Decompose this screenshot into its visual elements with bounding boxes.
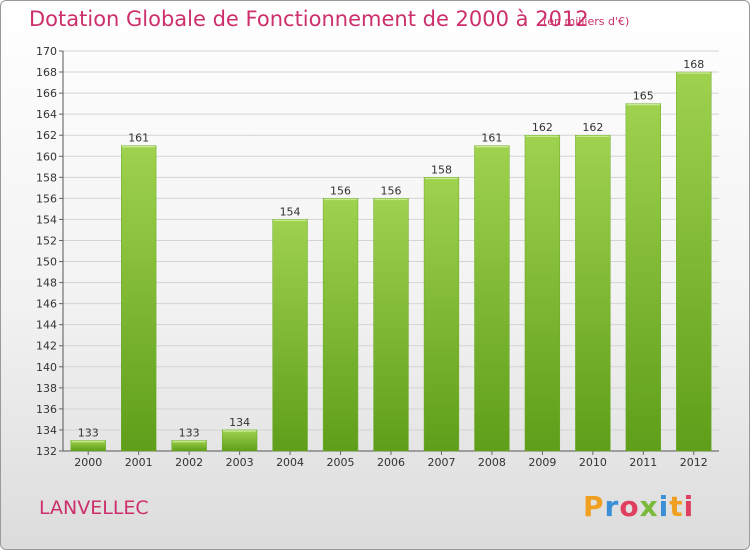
- logo-letter: r: [604, 490, 620, 523]
- bar-2006: [373, 198, 409, 452]
- y-tick-label: 146: [36, 298, 57, 311]
- logo-letter: i: [658, 490, 670, 523]
- x-tick-label-2006: 2006: [377, 456, 405, 469]
- y-tick-label: 132: [36, 445, 57, 458]
- value-label-2001: 161: [128, 132, 149, 145]
- bar-2012: [676, 71, 712, 452]
- y-tick-label: 164: [36, 108, 57, 121]
- bar-2002: [171, 440, 207, 452]
- value-label-2003: 134: [229, 416, 250, 429]
- value-label-2010: 162: [582, 121, 603, 134]
- y-tick-label: 148: [36, 277, 57, 290]
- x-tick-label-2012: 2012: [680, 456, 708, 469]
- y-tick-label: 142: [36, 340, 57, 353]
- bar-2007: [423, 177, 460, 452]
- y-tick-label: 168: [36, 66, 57, 79]
- logo-letter: P: [583, 490, 605, 523]
- bar-2000: [70, 440, 106, 452]
- logo-letter: t: [669, 490, 684, 523]
- x-tick-label-2007: 2007: [427, 456, 455, 469]
- y-tick-label: 138: [36, 382, 57, 395]
- y-tick-label: 162: [36, 129, 57, 142]
- y-tick-label: 136: [36, 403, 57, 416]
- y-tick-label: 134: [36, 424, 57, 437]
- x-tick-label-2002: 2002: [175, 456, 203, 469]
- value-label-2005: 156: [330, 184, 351, 197]
- bar-2009: [524, 134, 561, 452]
- chart-subtitle: (en milliers d'€): [543, 15, 630, 28]
- y-tick-label: 140: [36, 361, 57, 374]
- y-tick-label: 170: [36, 45, 57, 58]
- value-label-2009: 162: [532, 121, 553, 134]
- x-tick-label-2000: 2000: [74, 456, 102, 469]
- y-tick-label: 158: [36, 171, 57, 184]
- x-tick-label-2001: 2001: [125, 456, 153, 469]
- bars: [70, 71, 712, 452]
- bar-2011: [625, 103, 661, 452]
- value-label-2002: 133: [179, 426, 200, 439]
- x-tick-label-2004: 2004: [276, 456, 304, 469]
- x-tick-label-2005: 2005: [327, 456, 355, 469]
- chart-title: Dotation Globale de Fonctionnement de 20…: [29, 7, 589, 31]
- value-label-2008: 161: [481, 132, 502, 145]
- commune-name: LANVELLEC: [39, 497, 149, 519]
- y-tick-label: 154: [36, 213, 57, 226]
- bar-2001: [121, 145, 157, 452]
- y-tick-label: 150: [36, 256, 57, 269]
- y-tick-label: 156: [36, 192, 57, 205]
- x-tick-label-2003: 2003: [226, 456, 254, 469]
- value-label-2004: 154: [280, 205, 301, 218]
- logo-letter: x: [639, 490, 659, 523]
- value-label-2000: 133: [78, 426, 99, 439]
- x-tick-label-2008: 2008: [478, 456, 506, 469]
- value-label-2011: 165: [633, 90, 654, 103]
- y-tick-label: 144: [36, 319, 57, 332]
- value-label-2006: 156: [381, 184, 402, 197]
- labels: 132 134 136 138 140 142 144 146 148 150 152 154 156 1…: [36, 45, 708, 469]
- bar-2005: [322, 198, 359, 452]
- x-tick-label-2011: 2011: [629, 456, 657, 469]
- y-tick-label: 166: [36, 87, 57, 100]
- x-tick-label-2009: 2009: [528, 456, 556, 469]
- bar-2003: [221, 429, 258, 452]
- proxiti-logo: Proxiti: [583, 490, 694, 523]
- bar-2010: [575, 134, 611, 452]
- bar-2004: [272, 219, 308, 452]
- y-tick-label: 152: [36, 234, 57, 247]
- logo-letter: i: [683, 490, 695, 523]
- y-tick-label: 160: [36, 150, 57, 163]
- bar-2008: [474, 145, 510, 452]
- value-label-2007: 158: [431, 163, 452, 176]
- x-tick-label-2010: 2010: [579, 456, 607, 469]
- logo-letter: o: [619, 490, 640, 523]
- value-label-2012: 168: [683, 58, 704, 71]
